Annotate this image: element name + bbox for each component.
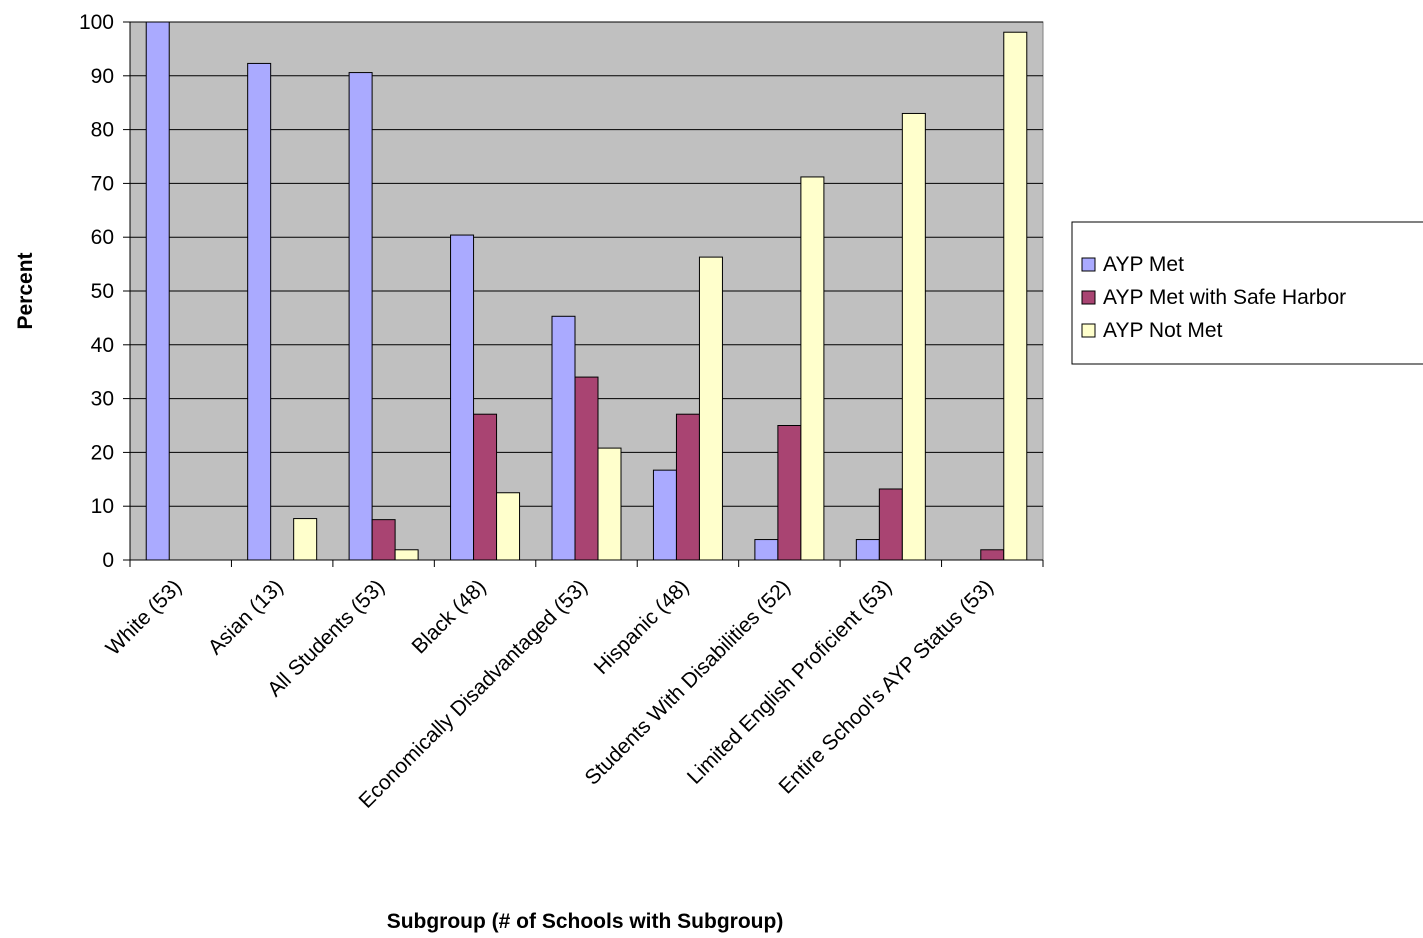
x-category-label: Black (48) [407, 575, 490, 658]
bar [754, 539, 779, 561]
x-category-label: Economically Disadvantaged (53) [355, 575, 592, 812]
bar [145, 21, 170, 561]
bar [473, 413, 498, 561]
bar [1003, 31, 1028, 561]
bar [247, 62, 272, 561]
x-category-label: Limited English Proficient (53) [683, 575, 897, 789]
y-tick-label: 40 [91, 334, 114, 357]
legend-box [1071, 221, 1423, 365]
y-axis-title: Percent [14, 252, 37, 329]
x-category-label: Students With Disabilities (52) [581, 575, 795, 789]
bar [597, 447, 622, 561]
bar [371, 519, 396, 561]
bar [675, 413, 700, 561]
y-tick-label: 80 [91, 119, 114, 142]
legend: AYP Met AYP Met with Safe Harbor AYP Not M… [1071, 221, 1423, 365]
bar [496, 492, 521, 561]
legend-swatch [1081, 257, 1096, 272]
bar [348, 72, 373, 561]
y-tick-label: 90 [91, 65, 114, 88]
bar [652, 469, 677, 561]
legend-item-label: AYP Met with Safe Harbor [1103, 286, 1346, 309]
legend-swatch [1081, 323, 1096, 338]
y-tick-label: 50 [91, 280, 114, 303]
bar [980, 549, 1005, 561]
y-tick-label: 70 [91, 172, 114, 195]
axes [123, 21, 1044, 567]
y-tick-label: 20 [91, 441, 114, 464]
bar [698, 256, 723, 561]
x-category-label: Entire School's AYP Status (53) [775, 575, 998, 798]
bars [145, 21, 1028, 561]
x-category-label: Asian (13) [204, 575, 288, 659]
legend-item-label: AYP Not Met [1103, 319, 1223, 342]
x-category-label: Hispanic (48) [590, 575, 694, 679]
bar [901, 112, 926, 561]
y-tick-label: 0 [102, 549, 114, 572]
x-category-labels: White (53) Asian (13)All Students (53) Bla… [102, 575, 998, 812]
bar [777, 425, 802, 561]
y-tick-label: 100 [79, 11, 114, 34]
bar [551, 315, 576, 561]
bar [574, 376, 599, 561]
y-tick-label: 60 [91, 226, 114, 249]
bar [878, 488, 903, 561]
y-tick-label: 30 [91, 388, 114, 411]
bar [293, 518, 318, 561]
y-tick-labels: 0 10 20 30 40 50 60 70 80 90 100 [79, 11, 114, 572]
bar [450, 234, 475, 561]
y-tick-label: 10 [91, 495, 114, 518]
bar [394, 549, 419, 561]
x-category-label: White (53) [102, 575, 187, 660]
legend-item-label: AYP Met [1103, 253, 1184, 276]
bar [800, 176, 825, 561]
legend-swatch [1081, 290, 1096, 305]
x-axis-title: Subgroup (# of Schools with Subgroup) [387, 910, 784, 933]
bar [855, 539, 880, 561]
